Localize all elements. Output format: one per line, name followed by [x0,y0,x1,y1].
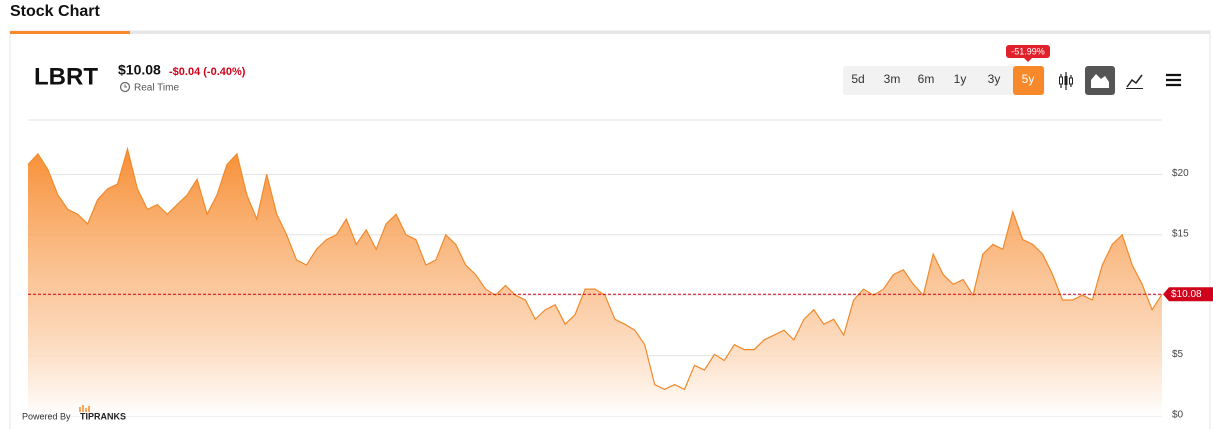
range-buttons: 5d 3m 6m 1y 3y 5y [851,66,1044,95]
menu-icon[interactable] [1166,73,1181,87]
y-tick-label: $5 [1172,349,1184,360]
y-tick-label: $15 [1172,228,1189,239]
plot: $0$5$10$15$20$10.08 [27,146,1213,421]
active-tab [10,31,130,34]
range-button[interactable]: 5d [851,72,864,86]
icon-candle [1069,77,1073,85]
tab-bar [10,31,1210,34]
range-button[interactable]: 3m [884,72,901,86]
price-line [27,146,1163,391]
price: $10.08 [118,62,161,78]
badge-pointer [1024,58,1032,62]
price-change: -$0.04 (-0.40%) [169,66,246,78]
area [28,149,1162,416]
range-button[interactable]: 3y [988,72,1001,86]
icon-candle [1064,76,1068,85]
range-button[interactable]: 6m [918,72,935,86]
range-active[interactable] [1013,66,1044,95]
area-icon [1091,74,1109,88]
powered-by: Powered By [22,411,71,421]
icon-candle [1059,76,1063,85]
current-price-label: $10.08 [1171,289,1202,300]
section-title: Stock Chart [10,3,100,20]
line-icon[interactable] [1126,74,1143,88]
brand-logo: TIPRANKS [79,405,126,421]
ticker: LBRT [34,63,98,90]
logo-bars [79,405,90,412]
y-tick-label: $20 [1172,168,1189,179]
current-price-tag [1163,287,1213,302]
clock-hand [124,84,127,88]
range-button[interactable]: 1y [954,72,967,86]
y-tick-label: $0 [1172,410,1184,421]
clock-icon [119,81,131,93]
realtime: Real Time [134,83,179,94]
candle-icon[interactable] [1053,68,1079,94]
range-group [843,66,1045,95]
range-change: -51.99% [1011,46,1045,56]
brand: TIPRANKS [80,411,126,421]
range-button[interactable]: 5y [1022,72,1035,86]
range-badge [1006,45,1050,58]
